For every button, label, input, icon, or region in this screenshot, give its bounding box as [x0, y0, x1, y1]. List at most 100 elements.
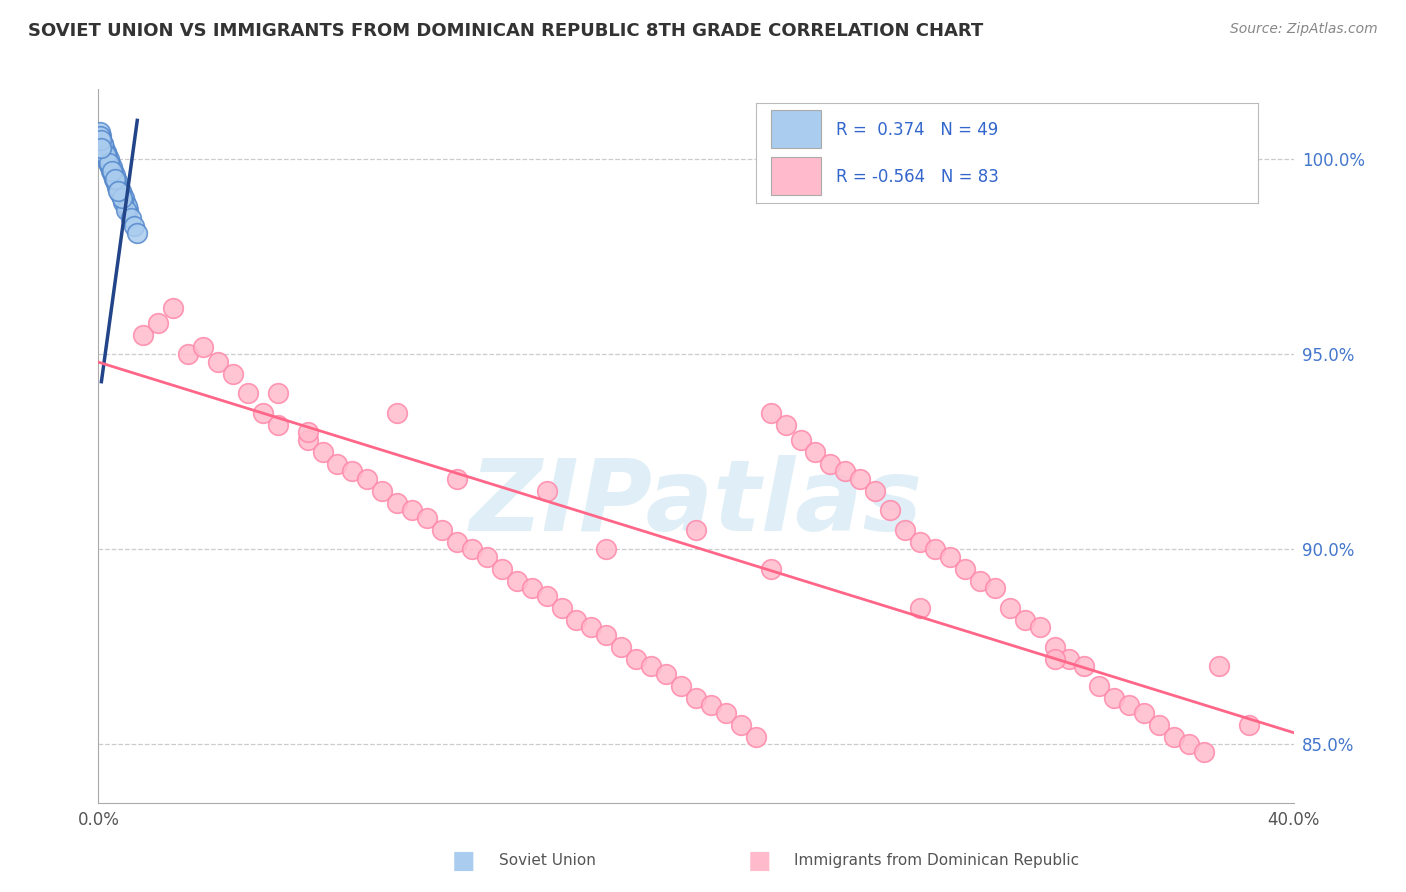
Point [1178, 737, 1201, 751]
Point [1088, 679, 1111, 693]
Point [105, 179, 128, 194]
Point [565, 613, 588, 627]
Point [1059, 651, 1081, 665]
Point [775, 417, 797, 432]
Point [100, 164, 122, 178]
Point [191, 340, 214, 354]
Point [849, 472, 872, 486]
Point [908, 600, 931, 615]
Point [96, 153, 118, 167]
Point [110, 184, 132, 198]
Text: ■: ■ [453, 849, 475, 872]
Point [342, 464, 364, 478]
Point [108, 179, 131, 194]
Point [326, 457, 349, 471]
Point [789, 433, 811, 447]
Point [90, 128, 112, 143]
Point [104, 176, 127, 190]
Point [984, 582, 1007, 596]
Point [581, 620, 603, 634]
Point [89, 125, 111, 139]
Point [132, 327, 155, 342]
Point [114, 195, 136, 210]
Text: Source: ZipAtlas.com: Source: ZipAtlas.com [1230, 22, 1378, 37]
Point [371, 483, 394, 498]
Text: ■: ■ [748, 849, 770, 872]
Point [446, 472, 468, 486]
Point [115, 203, 138, 218]
Point [90, 133, 112, 147]
Point [100, 156, 122, 170]
Point [103, 172, 125, 186]
Point [98, 160, 121, 174]
Point [100, 164, 122, 178]
Point [124, 219, 146, 233]
Point [1073, 659, 1095, 673]
Point [1043, 640, 1066, 654]
Point [536, 589, 558, 603]
Point [685, 523, 707, 537]
Point [127, 227, 149, 241]
Point [669, 679, 692, 693]
Point [111, 187, 134, 202]
Point [924, 542, 946, 557]
Point [1237, 718, 1260, 732]
Point [94, 148, 117, 162]
Point [111, 191, 134, 205]
Point [148, 316, 170, 330]
Point [1163, 730, 1185, 744]
Point [103, 172, 125, 186]
Point [267, 386, 290, 401]
Point [91, 136, 114, 151]
Point [491, 562, 513, 576]
Point [93, 141, 115, 155]
Point [177, 347, 200, 361]
Point [640, 659, 662, 673]
Point [700, 698, 723, 713]
Point [520, 582, 543, 596]
Point [101, 160, 124, 174]
Point [655, 667, 678, 681]
Point [894, 523, 917, 537]
Point [1118, 698, 1140, 713]
Point [101, 168, 124, 182]
Point [939, 550, 962, 565]
Point [998, 600, 1021, 615]
Point [863, 483, 887, 498]
Point [730, 718, 752, 732]
Text: Immigrants from Dominican Republic: Immigrants from Dominican Republic [794, 854, 1080, 868]
Point [908, 534, 931, 549]
Point [401, 503, 423, 517]
Point [94, 148, 117, 162]
Point [89, 128, 111, 143]
Point [385, 495, 409, 509]
Point [475, 550, 498, 565]
Point [610, 640, 633, 654]
Point [759, 562, 782, 576]
Point [236, 386, 259, 401]
Point [93, 145, 115, 159]
Point [595, 628, 617, 642]
Text: ZIPatlas: ZIPatlas [470, 455, 922, 551]
Point [108, 187, 131, 202]
Point [1028, 620, 1050, 634]
Point [416, 511, 439, 525]
Point [107, 184, 129, 198]
Point [97, 156, 120, 170]
Point [111, 195, 134, 210]
Point [96, 148, 118, 162]
Point [430, 523, 453, 537]
Point [297, 425, 319, 440]
Point [685, 690, 707, 705]
Point [252, 406, 274, 420]
Point [103, 164, 125, 178]
Point [162, 301, 184, 315]
Point [105, 172, 128, 186]
Point [107, 184, 129, 198]
Point [311, 445, 333, 459]
Point [745, 730, 768, 744]
Point [804, 445, 827, 459]
Point [112, 191, 135, 205]
Point [759, 406, 782, 420]
Point [820, 457, 842, 471]
